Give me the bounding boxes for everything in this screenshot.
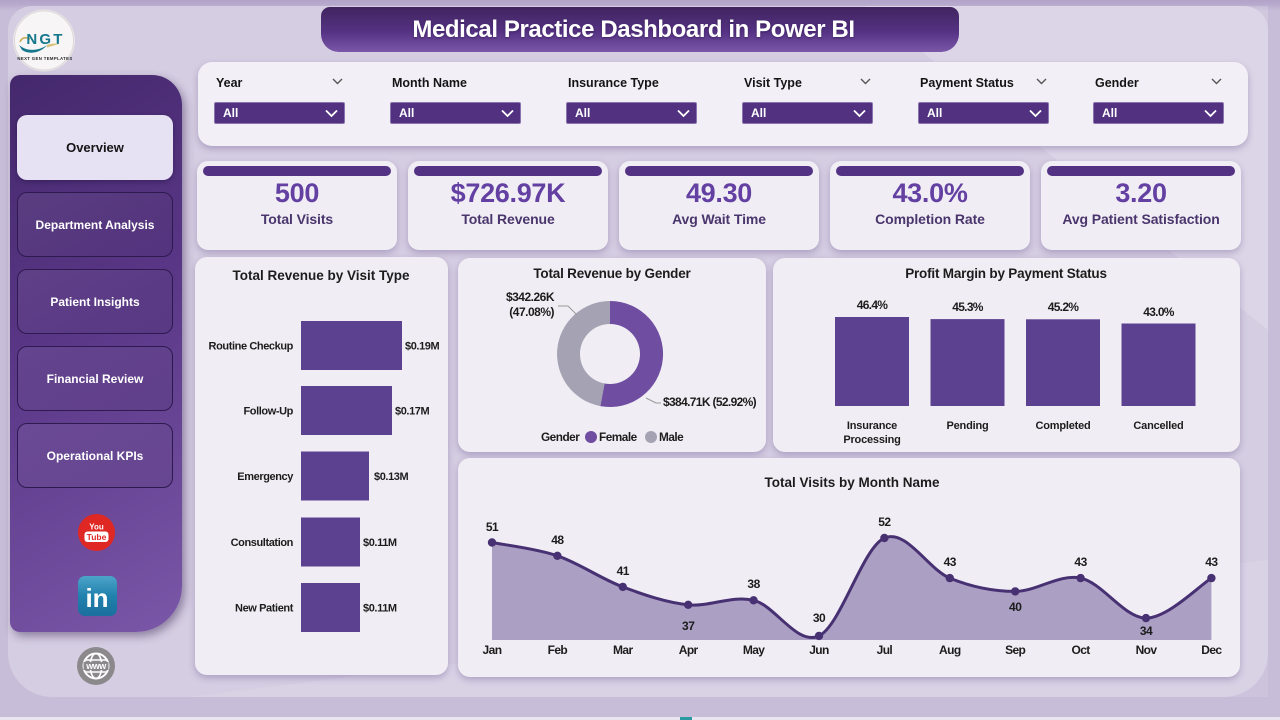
svg-text:$0.17M: $0.17M <box>395 406 430 418</box>
svg-text:Dec: Dec <box>1201 643 1222 657</box>
svg-text:34: 34 <box>1140 624 1153 638</box>
svg-text:40: 40 <box>1009 600 1022 614</box>
svg-text:Apr: Apr <box>679 643 699 657</box>
svg-text:$0.19M: $0.19M <box>405 341 440 353</box>
svg-text:30: 30 <box>813 611 826 625</box>
svg-text:45.2%: 45.2% <box>1048 300 1080 314</box>
svg-text:Processing: Processing <box>843 434 900 446</box>
svg-text:Jul: Jul <box>877 643 893 657</box>
svg-text:41: 41 <box>617 564 630 578</box>
svg-text:New Patient: New Patient <box>235 603 294 615</box>
svg-text:You: You <box>89 523 104 532</box>
svg-text:Female: Female <box>599 430 638 444</box>
svg-text:Routine Checkup: Routine Checkup <box>209 341 294 353</box>
svg-text:May: May <box>743 643 765 657</box>
svg-text:Gender: Gender <box>541 430 580 444</box>
svg-text:$0.13M: $0.13M <box>374 471 409 483</box>
svg-text:Male: Male <box>659 430 684 444</box>
svg-text:Consultation: Consultation <box>231 537 294 549</box>
svg-text:Total Revenue by Visit Type: Total Revenue by Visit Type <box>232 268 410 283</box>
svg-text:NGT: NGT <box>26 31 64 48</box>
svg-text:$342.26K: $342.26K <box>506 290 555 304</box>
svg-text:Sep: Sep <box>1005 643 1025 657</box>
svg-text:$384.71K (52.92%): $384.71K (52.92%) <box>663 395 757 409</box>
svg-text:Mar: Mar <box>613 643 633 657</box>
svg-text:in: in <box>85 583 108 613</box>
svg-text:Insurance: Insurance <box>847 420 897 432</box>
svg-text:www: www <box>85 661 107 671</box>
svg-text:Total Visits by Month Name: Total Visits by Month Name <box>764 475 940 490</box>
svg-text:Aug: Aug <box>939 643 961 657</box>
svg-text:Jun: Jun <box>809 643 829 657</box>
svg-text:37: 37 <box>682 619 695 633</box>
svg-text:Jan: Jan <box>483 643 502 657</box>
svg-text:Total Revenue by Gender: Total Revenue by Gender <box>533 266 691 281</box>
svg-text:Follow-Up: Follow-Up <box>243 406 293 418</box>
svg-text:Nov: Nov <box>1136 643 1158 657</box>
svg-text:51: 51 <box>486 520 499 534</box>
svg-text:$0.11M: $0.11M <box>363 537 397 549</box>
svg-text:38: 38 <box>747 577 760 591</box>
svg-text:Completed: Completed <box>1035 420 1090 432</box>
svg-text:Emergency: Emergency <box>237 471 294 483</box>
svg-text:Tube: Tube <box>87 532 107 542</box>
svg-text:45.3%: 45.3% <box>952 300 984 314</box>
svg-text:Oct: Oct <box>1071 643 1090 657</box>
svg-text:43.0%: 43.0% <box>1143 305 1175 319</box>
svg-text:Feb: Feb <box>548 643 568 657</box>
svg-text:(47.08%): (47.08%) <box>509 305 554 319</box>
svg-text:46.4%: 46.4% <box>857 298 889 312</box>
svg-text:48: 48 <box>551 533 564 547</box>
svg-text:NEXT GEN TEMPLATES: NEXT GEN TEMPLATES <box>17 56 72 61</box>
svg-text:43: 43 <box>1074 555 1087 569</box>
svg-text:52: 52 <box>878 515 891 529</box>
svg-text:Pending: Pending <box>947 420 989 432</box>
svg-text:Profit Margin by Payment Statu: Profit Margin by Payment Status <box>905 266 1107 281</box>
svg-text:Cancelled: Cancelled <box>1133 420 1183 432</box>
svg-text:43: 43 <box>944 555 957 569</box>
svg-text:43: 43 <box>1205 555 1218 569</box>
svg-text:$0.11M: $0.11M <box>363 603 397 615</box>
